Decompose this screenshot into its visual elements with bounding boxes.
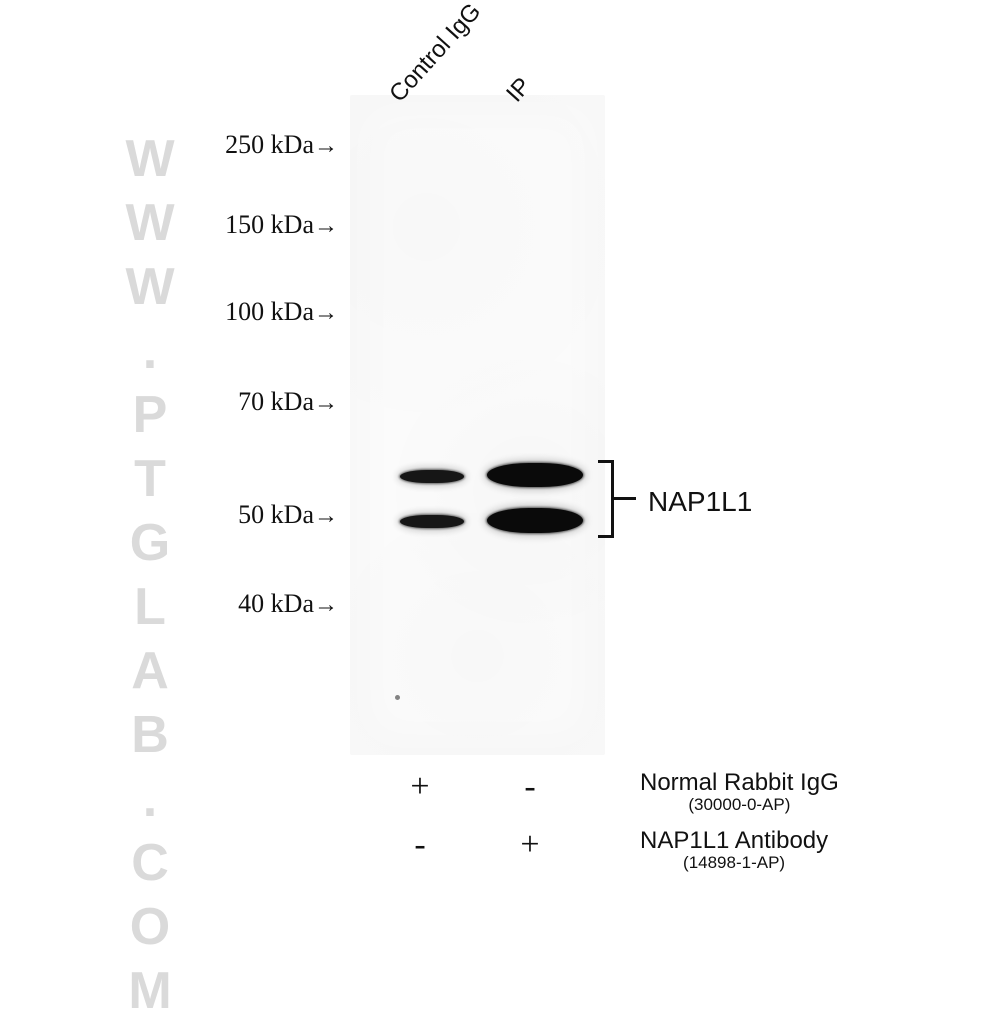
reagent-catalog: (14898-1-AP) — [640, 853, 828, 873]
mw-marker-100: 100 kDa→ — [225, 297, 338, 327]
mw-marker-label: 40 kDa — [238, 589, 314, 618]
mw-marker-label: 70 kDa — [238, 387, 314, 416]
band-label-nap1l1: NAP1L1 — [648, 486, 752, 518]
mw-marker-label: 150 kDa — [225, 210, 314, 239]
matrix-r1-c1: + — [400, 768, 440, 806]
band-bracket — [598, 460, 614, 538]
arrow-icon: → — [314, 389, 338, 416]
matrix-r1-c2: - — [510, 768, 550, 806]
arrow-icon: → — [314, 132, 338, 159]
band-bracket-stem — [614, 497, 636, 500]
arrow-icon: → — [314, 212, 338, 239]
reagent-normal-rabbit-igg: Normal Rabbit IgG (30000-0-AP) — [640, 770, 839, 815]
lane-header-control-igg: Control IgG — [384, 0, 487, 108]
matrix-r2-c1: - — [400, 826, 440, 864]
matrix-r2-c2: + — [510, 826, 550, 864]
mw-marker-70: 70 kDa→ — [238, 387, 338, 417]
mw-marker-50: 50 kDa→ — [238, 500, 338, 530]
watermark-text: WWW.PTGLAB.COM — [120, 130, 180, 1026]
mw-marker-40: 40 kDa→ — [238, 589, 338, 619]
band-lane1-upper — [400, 470, 464, 483]
arrow-icon: → — [314, 299, 338, 326]
arrow-icon: → — [314, 502, 338, 529]
mw-marker-150: 150 kDa→ — [225, 210, 338, 240]
reagent-nap1l1-antibody: NAP1L1 Antibody (14898-1-AP) — [640, 828, 828, 873]
arrow-icon: → — [314, 591, 338, 618]
mw-marker-label: 250 kDa — [225, 130, 314, 159]
band-lane2-lower — [487, 508, 583, 533]
reagent-name: Normal Rabbit IgG — [640, 770, 839, 795]
mw-marker-label: 100 kDa — [225, 297, 314, 326]
figure-root: WWW.PTGLAB.COM Control IgG IP 250 kDa→ 1… — [0, 0, 1000, 903]
artifact-speck — [395, 695, 400, 700]
reagent-catalog: (30000-0-AP) — [640, 795, 839, 815]
band-lane2-upper — [487, 463, 583, 487]
blot-noise — [350, 95, 605, 755]
mw-marker-label: 50 kDa — [238, 500, 314, 529]
band-lane1-lower — [400, 515, 464, 528]
blot-membrane — [350, 95, 605, 755]
mw-marker-250: 250 kDa→ — [225, 130, 338, 160]
reagent-name: NAP1L1 Antibody — [640, 828, 828, 853]
